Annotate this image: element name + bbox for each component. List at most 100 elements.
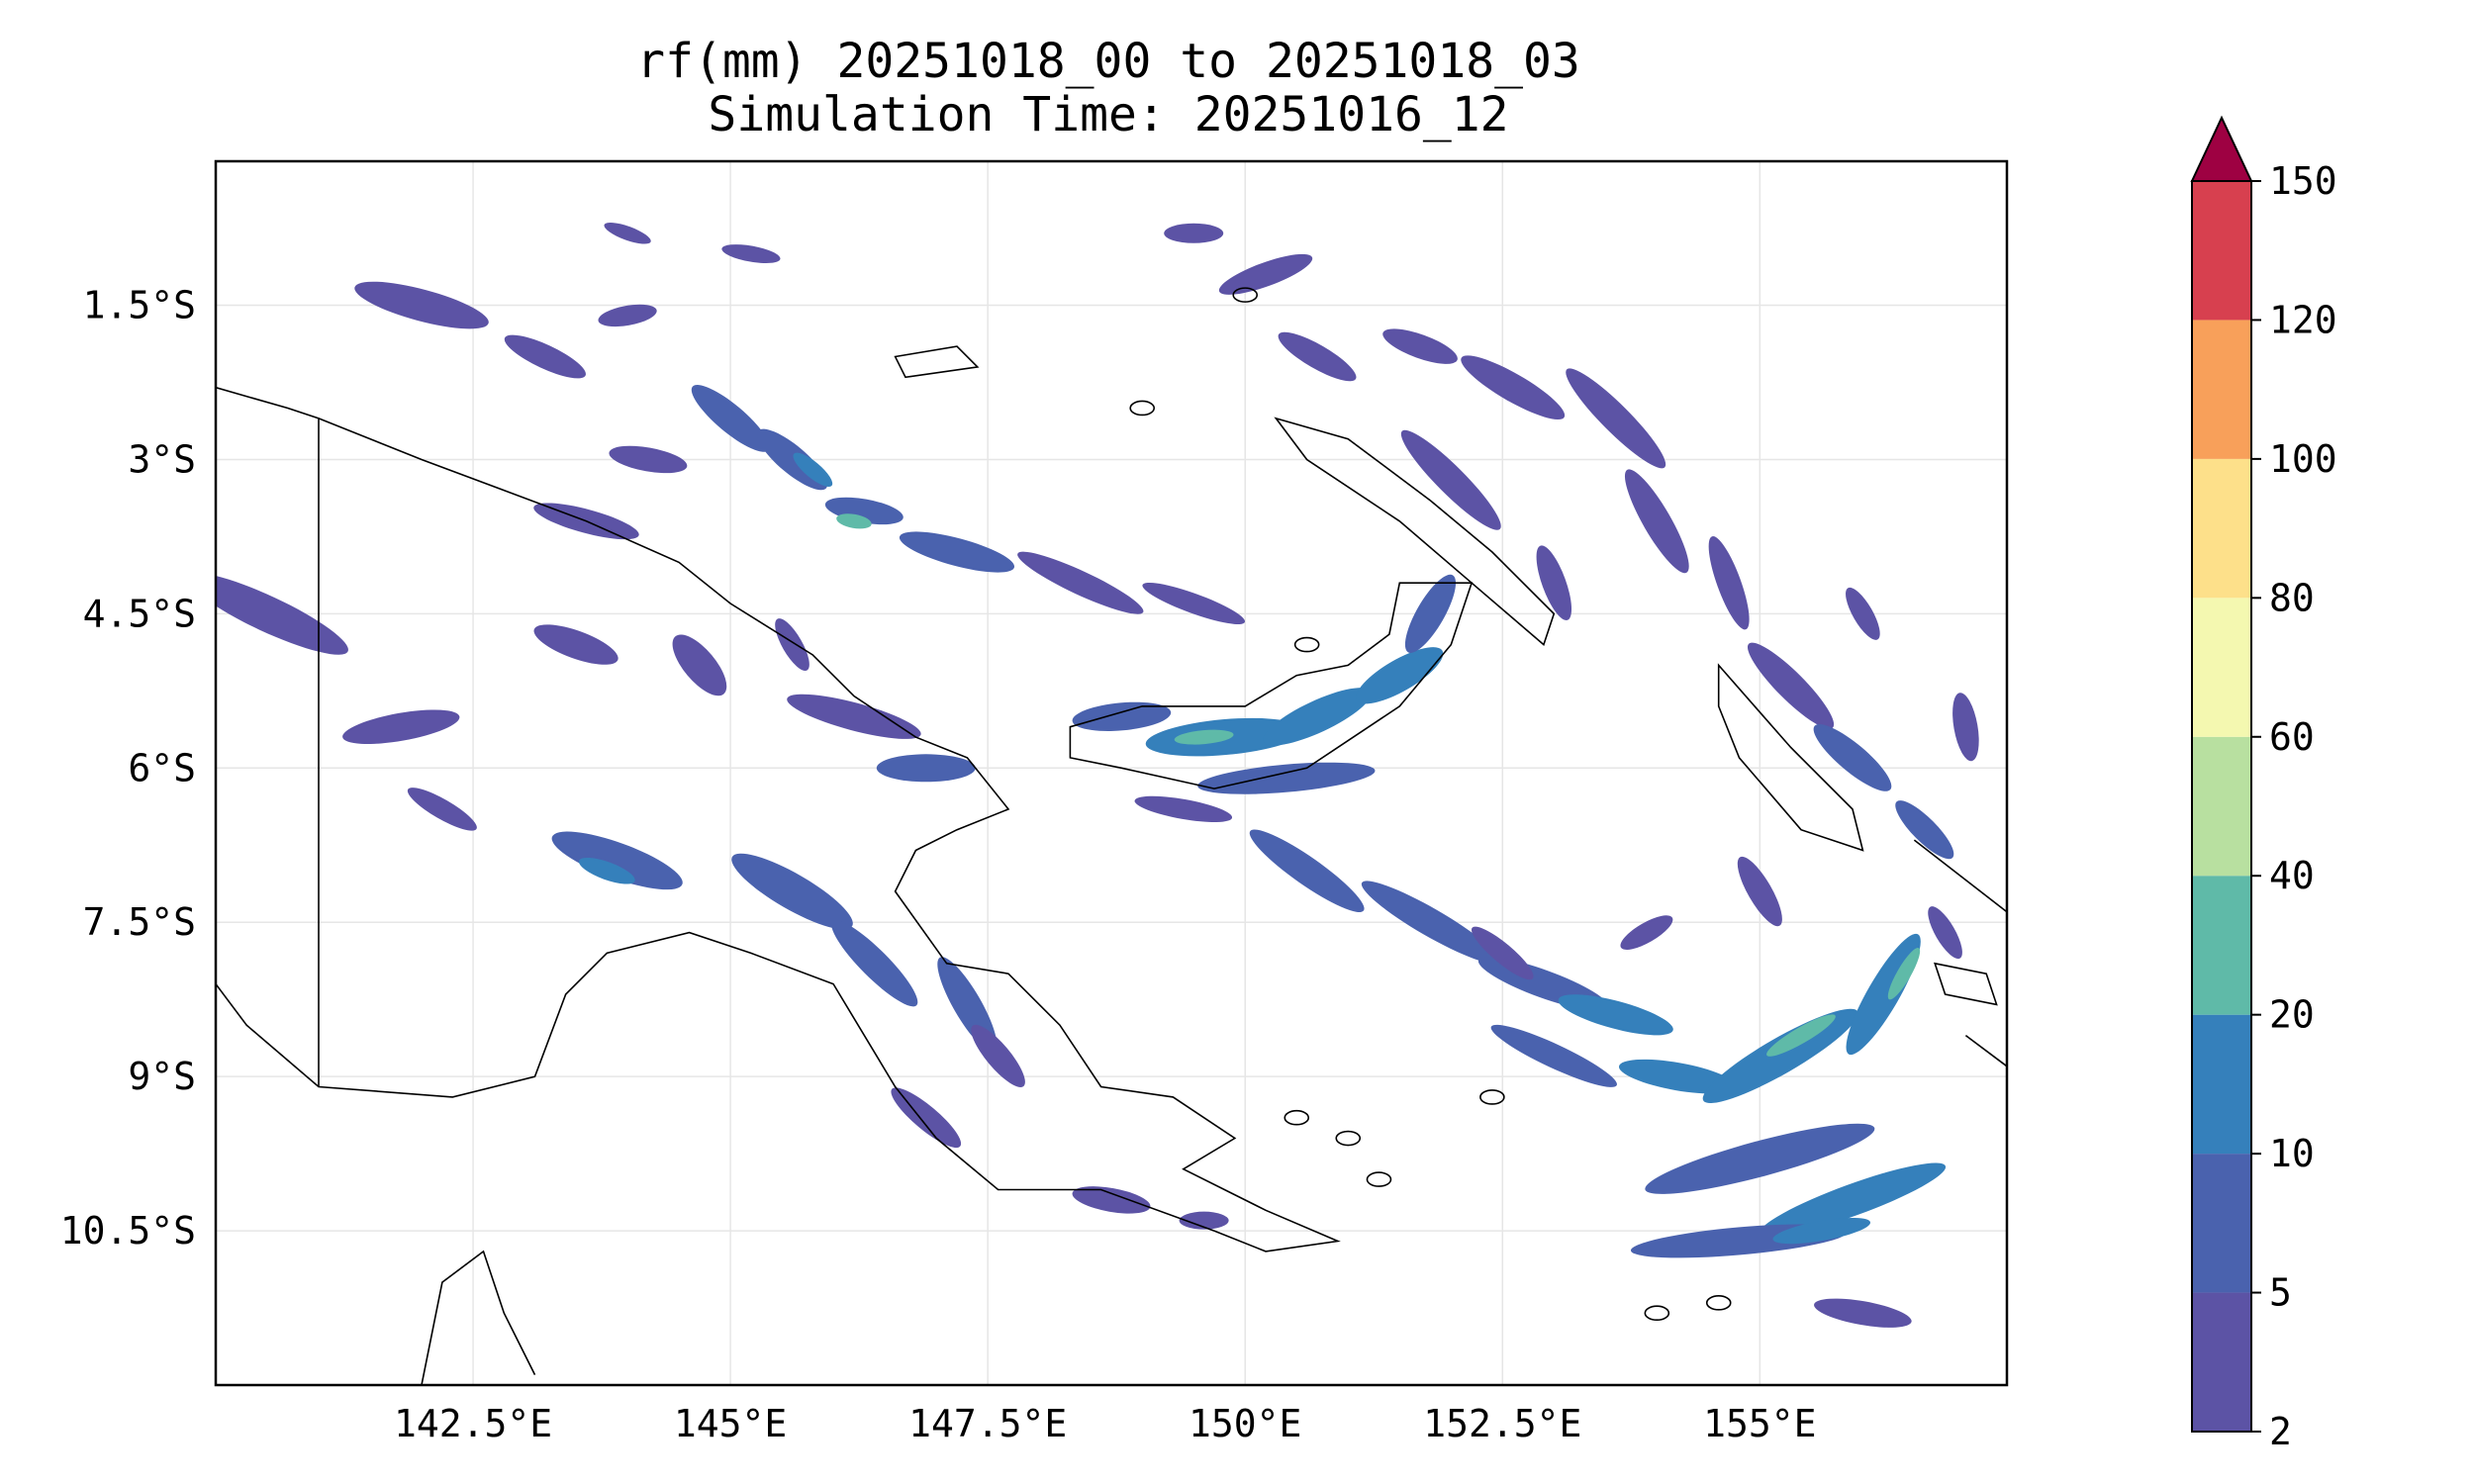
island-outline [1705, 1295, 1732, 1311]
rain-contour [831, 920, 918, 1007]
rain-contour [1618, 1059, 1737, 1094]
lat-tick-label: 4.5°S [83, 592, 196, 635]
rain-contour [216, 572, 348, 655]
lon-tick-label: 150°E [1189, 1402, 1301, 1445]
map-frame [214, 159, 2009, 1387]
rainfall-contours [216, 222, 1979, 1328]
rain-contour [598, 304, 657, 327]
rain-contour [787, 694, 921, 739]
rain-contour [1278, 331, 1357, 382]
rain-contour [1620, 915, 1673, 950]
rain-contour [1179, 1211, 1229, 1230]
rain-contour [354, 281, 489, 329]
island-outline [1644, 1305, 1670, 1322]
rain-contour [731, 853, 853, 930]
coastline [1964, 1034, 2007, 1067]
colorbar-label: 40 [2269, 854, 2315, 897]
rain-contour [1624, 469, 1689, 574]
colorbar-label: 5 [2269, 1271, 2292, 1315]
rain-contour [1645, 1123, 1875, 1194]
rain-contour [1558, 994, 1673, 1036]
rain-contour [1813, 724, 1892, 791]
rain-contour [1072, 1186, 1151, 1214]
rain-contour [578, 857, 635, 884]
rain-contour [1490, 1024, 1617, 1087]
rain-contour [1814, 1298, 1912, 1328]
rain-contour [775, 618, 809, 672]
coastline [1934, 962, 1998, 1006]
colorbar-segment [2192, 1014, 2251, 1155]
rain-contour [1737, 856, 1782, 927]
island-outline [1284, 1109, 1310, 1126]
colorbar-segment [2192, 598, 2251, 737]
island-outline [1293, 636, 1320, 653]
rain-contour [1846, 933, 1921, 1056]
island-outline [1335, 1130, 1362, 1147]
colorbar-segment [2192, 181, 2251, 321]
rain-contour [1895, 800, 1954, 860]
island-outline [1366, 1171, 1392, 1187]
colorbar-label: 20 [2269, 993, 2315, 1037]
title-line-1: rf(mm) 20251018_00 to 20251018_03 [636, 34, 1580, 89]
rain-contour [1566, 368, 1666, 469]
lon-tick-label: 142.5°E [394, 1402, 552, 1445]
colorbar-label: 2 [2269, 1410, 2292, 1453]
coastline [216, 386, 1341, 1252]
rain-contour [1846, 587, 1880, 640]
rain-contour [1142, 582, 1246, 625]
rain-contour [1772, 1217, 1871, 1245]
lon-ticks: 142.5°E 145°E 147.5°E 150°E 152.5°E 155°E [394, 1402, 1817, 1445]
rain-contour [551, 831, 683, 890]
rain-contour [1759, 1162, 1947, 1238]
colorbar-label: 10 [2269, 1132, 2315, 1175]
rain-contour [691, 384, 770, 452]
colorbar-label: 60 [2269, 715, 2315, 759]
rain-contour [1174, 729, 1234, 745]
colorbar-label: 150 [2269, 159, 2337, 203]
rain-contour [1702, 1008, 1858, 1103]
rain-contour [672, 634, 727, 696]
colorbar-label: 80 [2269, 576, 2315, 619]
rain-contour [1471, 926, 1534, 980]
rain-contour [836, 513, 872, 529]
colorbar-label: 120 [2269, 298, 2337, 341]
island-outline [1129, 400, 1156, 417]
colorbar-segment [2192, 1154, 2251, 1293]
island-outline [1479, 1089, 1505, 1105]
rain-contour [1747, 642, 1835, 729]
rain-contour [1263, 688, 1372, 746]
rain-contour [721, 244, 781, 263]
coastline [1717, 663, 1864, 852]
coastline [894, 345, 980, 379]
rain-contour [1382, 328, 1458, 364]
colorbar-extend-arrow [2190, 115, 2253, 182]
rain-contour [971, 1024, 1025, 1087]
rain-contour [604, 222, 651, 244]
lat-tick-label: 3°S [128, 437, 196, 481]
title-line-2: Simulation Time: 20251016_12 [708, 87, 1509, 142]
rain-contour [1072, 701, 1172, 731]
lat-tick-label: 6°S [128, 746, 196, 789]
lon-tick-label: 147.5°E [908, 1402, 1067, 1445]
rain-contour [1164, 223, 1224, 243]
rain-contour [407, 788, 477, 831]
rain-contour [504, 334, 586, 379]
rain-contour [1766, 1014, 1836, 1057]
rain-contour [1928, 906, 1962, 960]
rain-contour [891, 1087, 962, 1149]
coastlines [216, 287, 2007, 1385]
colorbar-segment [2192, 458, 2251, 599]
lon-tick-label: 155°E [1703, 1402, 1816, 1445]
lon-tick-label: 152.5°E [1423, 1402, 1581, 1445]
rain-contour [1218, 253, 1313, 295]
rain-contour [1404, 574, 1457, 653]
rain-contour [1536, 545, 1572, 621]
coastline [1913, 839, 2007, 913]
rain-contour [533, 624, 618, 665]
colorbar: 2 5 10 20 40 60 80 100 120 150 [2190, 115, 2337, 1453]
lat-tick-label: 7.5°S [83, 900, 196, 944]
rain-contour [1952, 693, 1979, 762]
lat-tick-label: 9°S [128, 1055, 196, 1098]
rain-contour [1134, 795, 1233, 823]
